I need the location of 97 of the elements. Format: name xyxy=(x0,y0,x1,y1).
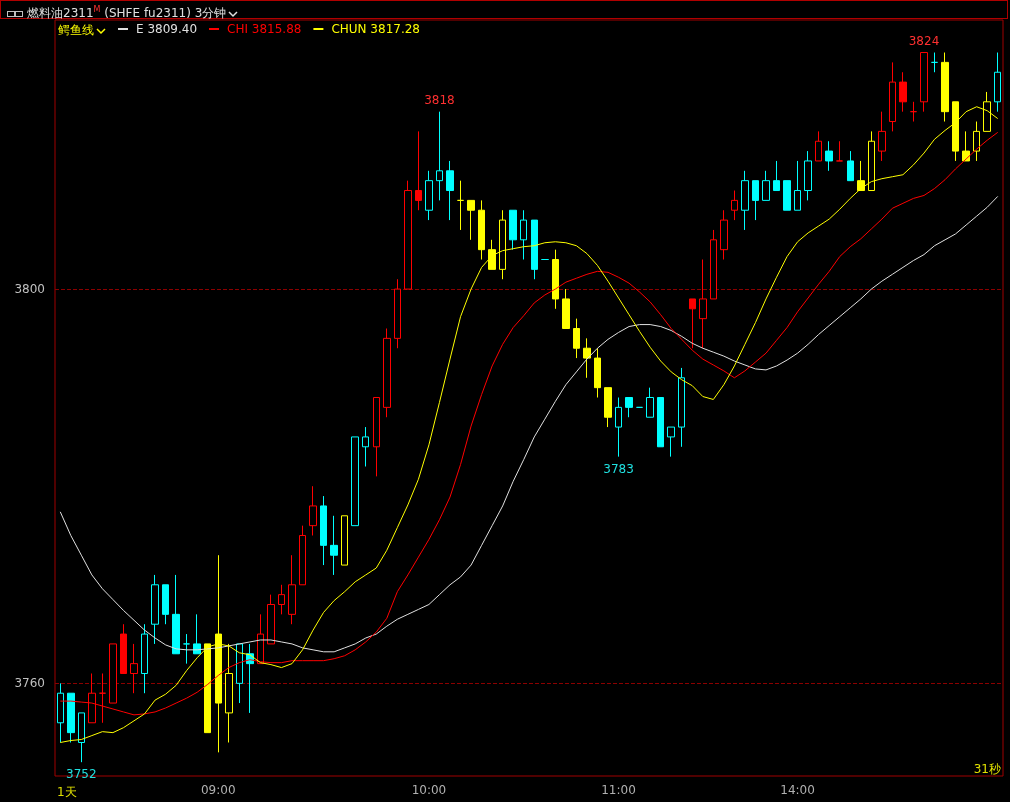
candlestick xyxy=(478,199,485,261)
candlestick xyxy=(720,209,728,261)
candlestick xyxy=(183,633,190,665)
x-tick-label: 09:00 xyxy=(200,783,236,797)
candlestick xyxy=(415,130,422,211)
legend-label: CHUN 3817.28 xyxy=(331,22,421,36)
legend-label: E 3809.40 xyxy=(136,22,198,36)
candlestick xyxy=(552,249,559,310)
candlestick xyxy=(509,209,517,251)
annotation: 3818 xyxy=(424,92,455,107)
candlestick xyxy=(499,209,506,280)
candlestick xyxy=(446,160,454,221)
candlestick xyxy=(752,180,759,221)
candlestick xyxy=(783,180,791,211)
candlestick xyxy=(204,643,211,734)
candlestick xyxy=(825,140,833,172)
candlestick xyxy=(351,436,359,527)
annotation: 3752 xyxy=(66,767,97,782)
candlestick xyxy=(531,219,538,280)
candlestick xyxy=(657,397,664,448)
candlestick xyxy=(67,692,75,743)
candlestick xyxy=(973,121,980,162)
candlestick xyxy=(488,239,496,270)
candlestick xyxy=(931,52,938,73)
candlestick xyxy=(773,160,780,192)
y-tick-label: 3760 xyxy=(14,676,45,691)
candlestick xyxy=(710,229,717,300)
candlestick xyxy=(836,140,843,162)
chart-title: 燃料油2311$^{M}$ (SHFE fu2311) 3分钟 xyxy=(27,5,227,20)
candlestick xyxy=(404,180,412,290)
candlestick xyxy=(520,209,527,261)
legend-label: CHI 3815.88 xyxy=(227,22,302,36)
candlestick xyxy=(299,525,306,586)
candlestick xyxy=(689,298,696,349)
candlestick xyxy=(467,199,475,241)
candlestick xyxy=(78,712,85,763)
candlestick xyxy=(120,623,127,674)
candlestick xyxy=(646,387,654,418)
candlestick xyxy=(141,623,148,694)
annotation: 31秒 xyxy=(973,762,1002,776)
candlestick xyxy=(162,584,169,625)
candlestick xyxy=(678,367,685,448)
candlestick xyxy=(941,52,949,123)
candlestick xyxy=(172,574,180,655)
candlestick xyxy=(457,180,464,231)
candlestick xyxy=(330,515,338,576)
line-series xyxy=(59,195,999,653)
candlestick xyxy=(288,554,296,625)
candlestick xyxy=(583,337,591,379)
candlestick xyxy=(425,170,433,221)
candlestick xyxy=(383,328,391,418)
candlestick xyxy=(57,682,64,743)
candlestick xyxy=(436,111,443,201)
candlestick xyxy=(615,397,622,458)
candlestick xyxy=(320,495,327,566)
candlestick xyxy=(394,278,401,349)
y-tick-label: 3800 xyxy=(14,282,45,297)
candlestick xyxy=(193,613,201,655)
candlestick xyxy=(267,594,275,645)
candlestick xyxy=(899,71,907,113)
candlestick xyxy=(731,190,738,221)
candlestick xyxy=(889,61,896,132)
candlestick xyxy=(920,52,928,113)
candlestick xyxy=(625,397,633,418)
candlestick xyxy=(109,643,117,704)
x-tick-label: 11:00 xyxy=(601,783,636,797)
candlestick xyxy=(910,101,917,123)
annotation: 3783 xyxy=(603,461,634,476)
candlestick xyxy=(868,130,875,192)
candlestick xyxy=(794,160,801,211)
x-tick-label: 14:00 xyxy=(780,783,815,797)
candlestick xyxy=(362,426,369,467)
candlestick xyxy=(236,643,243,704)
candlestick xyxy=(562,288,570,330)
candlestick xyxy=(278,584,285,615)
candlestick xyxy=(878,111,886,162)
candlestick xyxy=(847,150,854,182)
candlestick xyxy=(699,259,707,349)
candlestick xyxy=(130,643,138,694)
candlestick xyxy=(341,515,348,566)
candlestick xyxy=(667,426,675,458)
candlestick xyxy=(373,397,380,477)
candlestick xyxy=(857,160,865,192)
text: 1天 xyxy=(57,785,77,799)
candlestick xyxy=(804,150,812,201)
candlestick xyxy=(151,574,159,645)
annotation: 3824 xyxy=(908,33,940,48)
candlestick xyxy=(994,52,1001,113)
candlestick xyxy=(573,318,580,359)
x-tick-label: 10:00 xyxy=(411,783,447,797)
candlestick xyxy=(309,485,317,536)
candlestick xyxy=(594,347,601,399)
candlestick xyxy=(741,170,749,231)
candlestick xyxy=(604,387,612,428)
candlestick xyxy=(762,170,770,201)
candlestick xyxy=(815,130,822,162)
legend-title: 鳄鱼线 xyxy=(58,23,94,37)
